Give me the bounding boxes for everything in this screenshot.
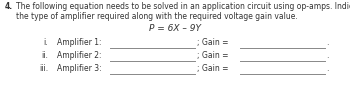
Text: Gain =: Gain = xyxy=(202,51,229,60)
Text: .: . xyxy=(326,51,328,60)
Text: Amplifier 3:: Amplifier 3: xyxy=(57,64,102,73)
Text: ii.: ii. xyxy=(41,51,48,60)
Text: the type of amplifier required along with the required voltage gain value.: the type of amplifier required along wit… xyxy=(16,12,298,21)
Text: Amplifier 1:: Amplifier 1: xyxy=(57,38,102,47)
Text: ;: ; xyxy=(196,51,198,60)
Text: .: . xyxy=(326,64,328,73)
Text: 4.: 4. xyxy=(5,2,13,11)
Text: ;: ; xyxy=(196,64,198,73)
Text: Gain =: Gain = xyxy=(202,38,229,47)
Text: ;: ; xyxy=(196,38,198,47)
Text: P = 6X – 9Y: P = 6X – 9Y xyxy=(149,24,201,33)
Text: .: . xyxy=(326,38,328,47)
Text: iii.: iii. xyxy=(39,64,48,73)
Text: The following equation needs to be solved in an application circuit using op-amp: The following equation needs to be solve… xyxy=(16,2,350,11)
Text: Amplifier 2:: Amplifier 2: xyxy=(57,51,102,60)
Text: i.: i. xyxy=(43,38,48,47)
Text: Gain =: Gain = xyxy=(202,64,229,73)
